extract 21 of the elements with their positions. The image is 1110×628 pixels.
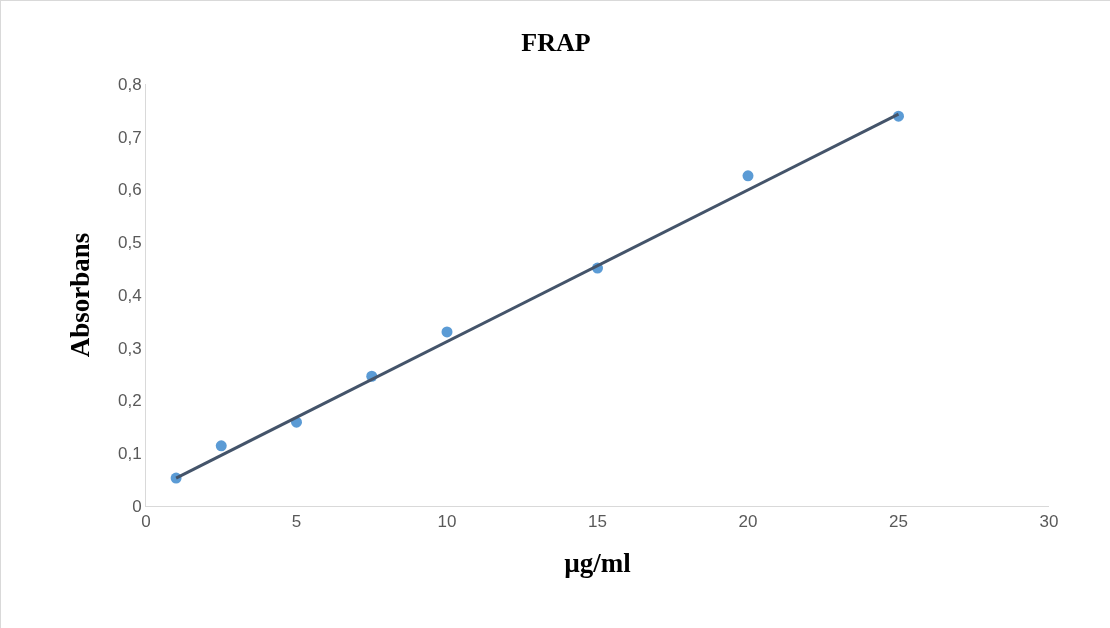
point <box>441 326 453 338</box>
point <box>742 170 754 182</box>
x-axis-title: µg/ml <box>564 547 632 578</box>
x-tick-label: 5 <box>291 512 302 532</box>
y-tick-label: 0 <box>132 496 142 516</box>
x-tick-label: 25 <box>889 512 908 532</box>
x-tick-label: 10 <box>437 512 457 532</box>
x-tick-label: 20 <box>738 512 758 532</box>
y-tick-label: 0,6 <box>117 180 142 200</box>
y-tick-label: 0,2 <box>117 391 142 411</box>
point <box>215 440 227 452</box>
y-tick-label: 0,4 <box>117 285 142 305</box>
x-tick-label: 15 <box>588 512 607 532</box>
y-tick-label: 0,8 <box>117 74 142 94</box>
x-tick-label: 30 <box>1039 512 1059 532</box>
y-tick-label: 0,1 <box>117 444 142 464</box>
y-axis-title: Absorbans <box>65 232 96 358</box>
chart-title: FRAP <box>521 27 591 57</box>
y-tick-label: 0,5 <box>117 233 142 253</box>
y-tick-label: 0,7 <box>117 127 142 147</box>
y-tick-label: 0,3 <box>117 338 142 358</box>
